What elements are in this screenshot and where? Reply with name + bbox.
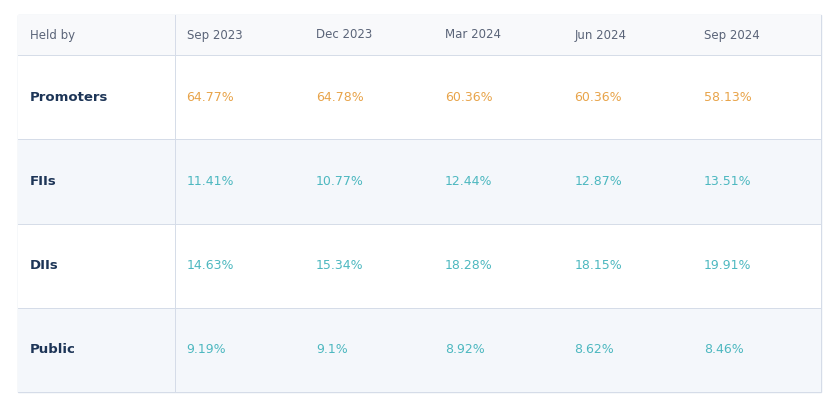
Text: Promoters: Promoters: [30, 91, 108, 104]
Text: 9.1%: 9.1%: [315, 344, 347, 357]
Text: 18.15%: 18.15%: [575, 259, 623, 272]
Text: Dec 2023: Dec 2023: [315, 28, 373, 42]
Text: 13.51%: 13.51%: [704, 175, 752, 188]
Text: 18.28%: 18.28%: [446, 259, 492, 272]
Text: 8.46%: 8.46%: [704, 344, 743, 357]
Text: 64.77%: 64.77%: [186, 91, 234, 104]
Text: 12.87%: 12.87%: [575, 175, 623, 188]
Text: 14.63%: 14.63%: [186, 259, 234, 272]
Bar: [18, 139, 821, 223]
Text: 19.91%: 19.91%: [704, 259, 751, 272]
Text: 60.36%: 60.36%: [446, 91, 492, 104]
Text: 10.77%: 10.77%: [315, 175, 364, 188]
Text: 11.41%: 11.41%: [186, 175, 234, 188]
Text: Held by: Held by: [30, 28, 76, 42]
Text: DIIs: DIIs: [30, 259, 59, 272]
Text: Sep 2024: Sep 2024: [704, 28, 759, 42]
Text: 15.34%: 15.34%: [315, 259, 363, 272]
Bar: [18, 15, 821, 55]
Text: 64.78%: 64.78%: [315, 91, 363, 104]
Bar: [18, 308, 821, 392]
Text: 8.62%: 8.62%: [575, 344, 614, 357]
Text: 12.44%: 12.44%: [446, 175, 492, 188]
Text: Jun 2024: Jun 2024: [575, 28, 627, 42]
Text: 8.92%: 8.92%: [446, 344, 485, 357]
Text: Public: Public: [30, 344, 76, 357]
Text: Sep 2023: Sep 2023: [186, 28, 242, 42]
Text: FIIs: FIIs: [30, 175, 57, 188]
Text: 9.19%: 9.19%: [186, 344, 227, 357]
Bar: [18, 55, 821, 139]
Text: Mar 2024: Mar 2024: [446, 28, 501, 42]
Text: 60.36%: 60.36%: [575, 91, 622, 104]
Text: 58.13%: 58.13%: [704, 91, 752, 104]
Bar: [18, 223, 821, 308]
